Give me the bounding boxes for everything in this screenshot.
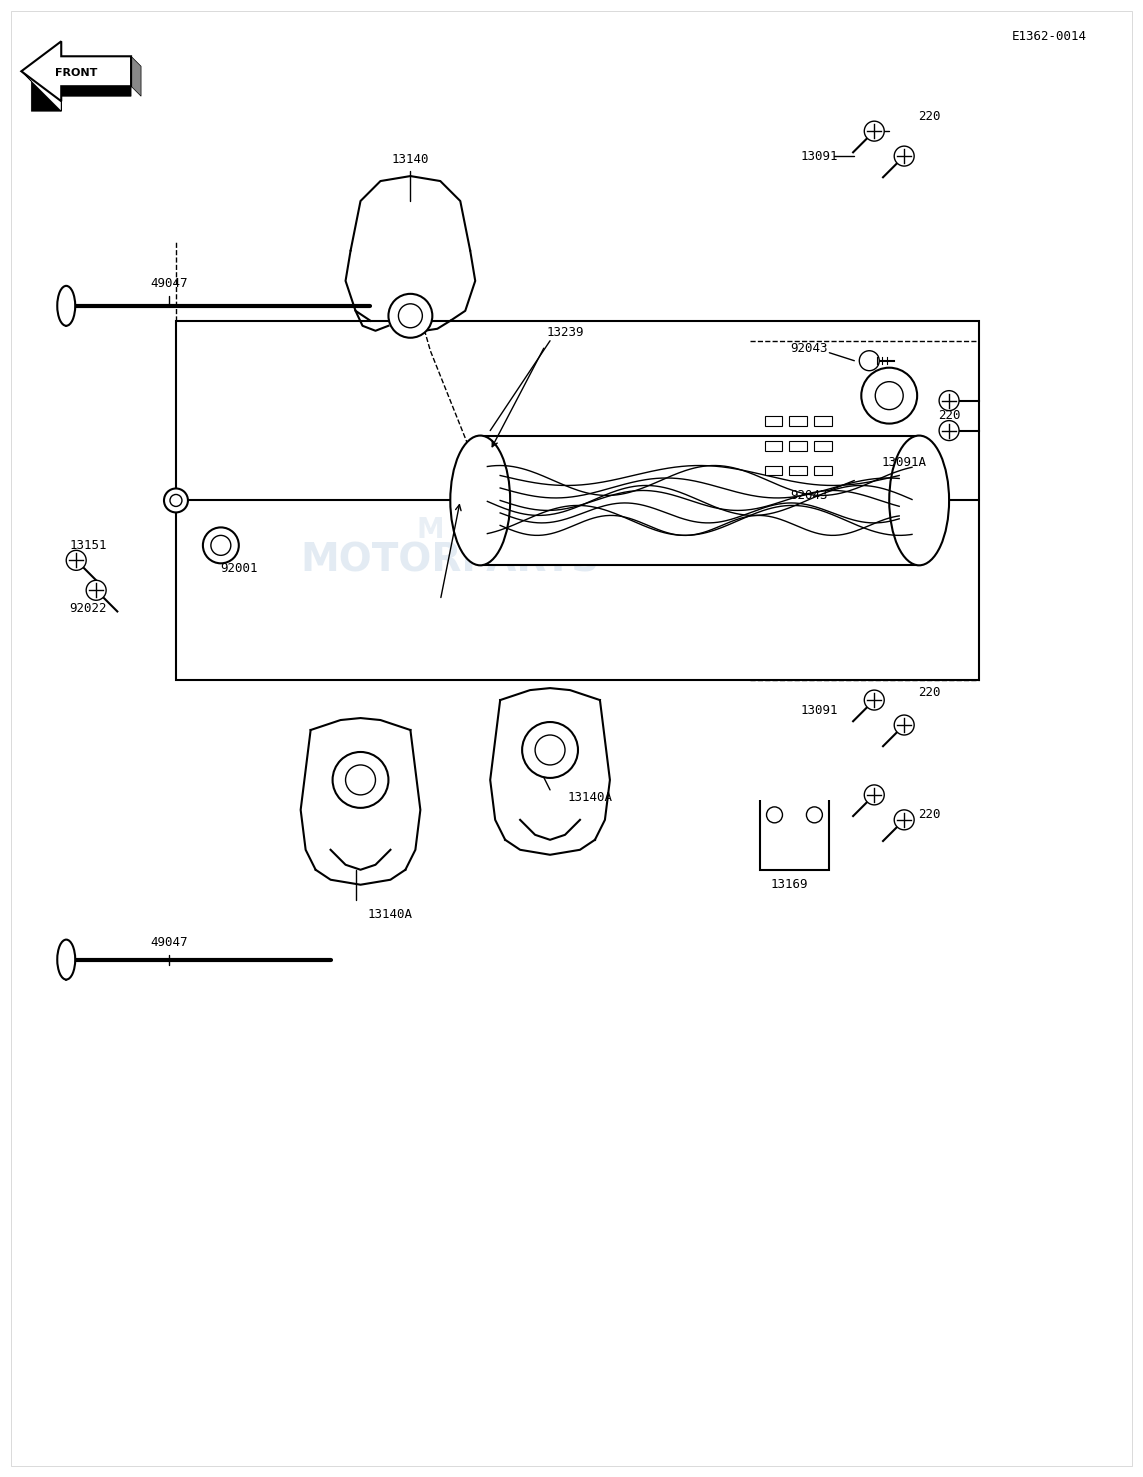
- Circle shape: [86, 580, 106, 600]
- Circle shape: [170, 495, 182, 507]
- Text: FRONT: FRONT: [55, 68, 97, 78]
- Ellipse shape: [450, 436, 510, 566]
- Text: 220: 220: [918, 109, 941, 123]
- Circle shape: [66, 551, 86, 570]
- Circle shape: [894, 809, 914, 830]
- Bar: [765, 465, 783, 476]
- Circle shape: [210, 535, 231, 555]
- Text: 13169: 13169: [770, 879, 808, 891]
- Circle shape: [860, 350, 879, 371]
- Text: 13091: 13091: [800, 703, 838, 716]
- Bar: [790, 415, 807, 425]
- Bar: [815, 440, 832, 450]
- Polygon shape: [22, 41, 131, 102]
- Text: 220: 220: [918, 685, 941, 699]
- Text: 13091A: 13091A: [881, 456, 927, 470]
- Circle shape: [807, 806, 823, 823]
- Circle shape: [345, 765, 376, 795]
- Polygon shape: [22, 71, 131, 111]
- Bar: [765, 440, 783, 450]
- Circle shape: [522, 722, 578, 778]
- Circle shape: [864, 784, 885, 805]
- Circle shape: [876, 381, 903, 409]
- Bar: [480, 436, 919, 566]
- Bar: [765, 415, 783, 425]
- Text: 92001: 92001: [221, 561, 257, 575]
- Circle shape: [864, 690, 885, 710]
- Ellipse shape: [57, 287, 75, 326]
- Text: 13140: 13140: [392, 152, 429, 165]
- Text: 220: 220: [918, 808, 941, 821]
- Circle shape: [940, 390, 959, 411]
- Circle shape: [767, 806, 783, 823]
- Text: 92043: 92043: [791, 489, 829, 502]
- Text: 92022: 92022: [70, 601, 106, 614]
- Text: 92043: 92043: [791, 343, 829, 356]
- Text: 13151: 13151: [70, 539, 106, 552]
- Circle shape: [333, 752, 389, 808]
- Circle shape: [862, 368, 917, 424]
- Text: 13140A: 13140A: [368, 908, 413, 922]
- Circle shape: [864, 121, 885, 142]
- Circle shape: [535, 736, 565, 765]
- Circle shape: [894, 146, 914, 165]
- Text: M: M: [416, 517, 445, 545]
- Text: 13140A: 13140A: [567, 792, 613, 805]
- Text: 220: 220: [937, 409, 960, 422]
- Bar: [790, 440, 807, 450]
- Circle shape: [940, 421, 959, 440]
- Ellipse shape: [57, 939, 75, 979]
- Bar: [815, 415, 832, 425]
- Bar: [790, 465, 807, 476]
- Text: E1362-0014: E1362-0014: [1012, 30, 1086, 43]
- Circle shape: [203, 527, 239, 563]
- Text: 13239: 13239: [546, 326, 584, 340]
- Polygon shape: [131, 56, 141, 96]
- Bar: [815, 465, 832, 476]
- Circle shape: [399, 304, 423, 328]
- Text: MOTORPARTS: MOTORPARTS: [301, 542, 600, 579]
- Circle shape: [389, 294, 432, 338]
- Circle shape: [894, 715, 914, 736]
- Text: 13091: 13091: [800, 149, 838, 162]
- Ellipse shape: [889, 436, 949, 566]
- Text: 49047: 49047: [150, 278, 187, 291]
- Text: 49047: 49047: [150, 936, 187, 950]
- Circle shape: [163, 489, 187, 513]
